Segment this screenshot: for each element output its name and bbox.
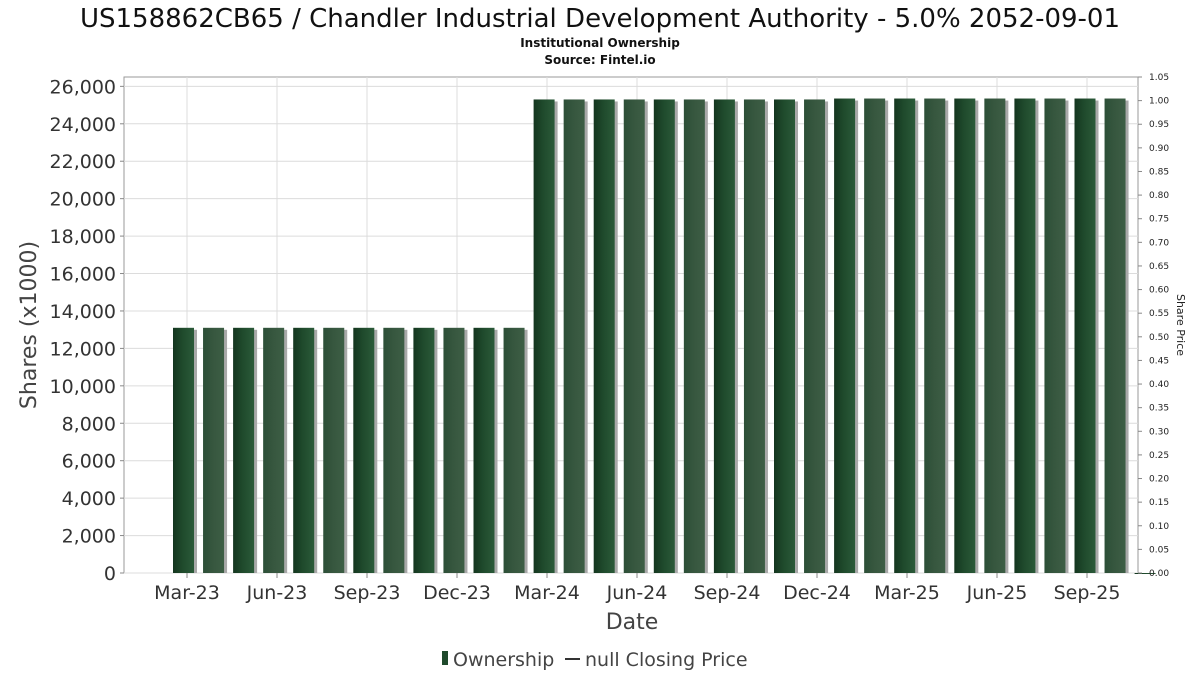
x-tick-label: Sep-25 (1054, 582, 1121, 604)
y-tick-label: 22,000 (50, 151, 116, 173)
y-right-tick-label: 0.35 (1149, 404, 1169, 414)
x-axis: Mar-23 Jun-23 Sep-23 Dec-23 Mar-24 Jun-24 Sep-… (154, 573, 1120, 604)
x-tick-label: Sep-24 (694, 582, 761, 604)
ownership-bar (263, 327, 285, 573)
ownership-bar (1074, 98, 1096, 573)
y-tick-label: 6,000 (62, 451, 116, 473)
ownership-bar (383, 327, 405, 573)
y-right-tick-label: 0.50 (1149, 333, 1169, 343)
chart-subtitle-2: Source: Fintel.io (544, 53, 655, 67)
x-tick-label: Dec-23 (423, 582, 491, 604)
y-right-tick-label: 0.20 (1149, 475, 1169, 485)
x-tick-label: Jun-25 (966, 582, 1028, 604)
x-tick-label: Jun-23 (246, 582, 308, 604)
ownership-bar (353, 327, 375, 573)
y-tick-label: 0 (104, 563, 116, 585)
ownership-bar (233, 327, 255, 573)
y-right-tick-label: 0.30 (1149, 427, 1169, 437)
ownership-bar (834, 98, 856, 573)
y-axis-right-title: Share Price (1174, 294, 1187, 356)
y-right-tick-label: 0.55 (1149, 309, 1169, 319)
y-right-tick-label: 0.90 (1149, 144, 1169, 154)
y-tick-label: 12,000 (50, 338, 116, 360)
ownership-bar (954, 98, 976, 573)
ownership-bar (984, 98, 1006, 573)
x-axis-title: Date (606, 610, 659, 635)
y-tick-label: 26,000 (50, 76, 116, 98)
y-right-tick-label: 0.15 (1149, 498, 1169, 508)
ownership-bar (1104, 98, 1126, 573)
y-right-tick-label: 0.65 (1149, 262, 1169, 272)
ownership-bar (804, 99, 826, 573)
legend-price-label: null Closing Price (585, 649, 748, 671)
ownership-bar (293, 327, 315, 573)
x-tick-label: Mar-25 (874, 582, 940, 604)
ownership-bar (1014, 98, 1036, 573)
chart-subtitle-1: Institutional Ownership (520, 36, 680, 50)
right-axis: 0.00 0.05 0.10 0.15 0.20 0.25 0.30 0.35 0.40 0.45… (1138, 73, 1169, 579)
y-tick-label: 2,000 (62, 526, 116, 548)
ownership-bar (713, 99, 735, 573)
y-right-tick-label: 0.40 (1149, 380, 1169, 390)
ownership-bar (473, 327, 495, 573)
ownership-bar (323, 327, 345, 573)
legend: Ownership null Closing Price (442, 649, 748, 671)
y-right-tick-label: 0.80 (1149, 191, 1169, 201)
ownership-bar (653, 99, 675, 573)
y-right-tick-label: 0.70 (1149, 238, 1169, 248)
x-tick-label: Jun-24 (606, 582, 668, 604)
y-right-tick-label: 0.60 (1149, 286, 1169, 296)
x-tick-label: Dec-24 (783, 582, 851, 604)
ownership-bar (683, 99, 705, 573)
y-tick-label: 8,000 (62, 413, 116, 435)
y-tick-label: 4,000 (62, 488, 116, 510)
ownership-bar (1134, 573, 1156, 574)
y-tick-label: 16,000 (50, 264, 116, 286)
y-right-tick-label: 0.25 (1149, 451, 1169, 461)
ownership-bar (864, 98, 886, 573)
legend-ownership-swatch (442, 651, 448, 665)
y-tick-label: 18,000 (50, 226, 116, 248)
left-axis: 0 2,000 4,000 6,000 8,000 10,000 12,000 14,000 1… (50, 76, 124, 585)
ownership-bar (924, 98, 946, 573)
chart-title: US158862CB65 / Chandler Industrial Devel… (80, 4, 1120, 34)
ownership-bar (894, 98, 916, 573)
ownership-bar (593, 99, 615, 573)
y-right-tick-label: 0.45 (1149, 356, 1169, 366)
ownership-bar (1044, 98, 1066, 573)
y-axis-title: Shares (x1000) (17, 241, 42, 409)
ownership-bar (413, 327, 435, 573)
ownership-bar (743, 99, 765, 573)
ownership-bar (533, 99, 555, 573)
x-tick-label: Mar-24 (514, 582, 580, 604)
y-tick-label: 24,000 (50, 114, 116, 136)
y-tick-label: 14,000 (50, 301, 116, 323)
ownership-bar (173, 327, 194, 573)
x-tick-label: Mar-23 (154, 582, 220, 604)
y-right-tick-label: 1.00 (1149, 97, 1169, 107)
ownership-bar (774, 99, 795, 573)
y-right-tick-label: 0.10 (1149, 522, 1169, 532)
y-right-tick-label: 0.85 (1149, 167, 1169, 177)
legend-ownership-label: Ownership (453, 649, 554, 671)
y-right-tick-label: 0.00 (1149, 569, 1169, 579)
x-tick-label: Sep-23 (334, 582, 401, 604)
ownership-bar (503, 327, 525, 573)
y-right-tick-label: 0.05 (1149, 545, 1169, 555)
ownership-bar (623, 99, 645, 573)
bars-layer (173, 98, 1156, 574)
y-tick-label: 20,000 (50, 189, 116, 211)
ownership-bar (203, 327, 225, 573)
y-right-tick-label: 0.75 (1149, 215, 1169, 225)
ownership-bar (563, 99, 585, 573)
y-right-tick-label: 1.05 (1149, 73, 1169, 83)
y-right-tick-label: 0.95 (1149, 120, 1169, 130)
ownership-bar (443, 327, 465, 573)
y-tick-label: 10,000 (50, 376, 116, 398)
